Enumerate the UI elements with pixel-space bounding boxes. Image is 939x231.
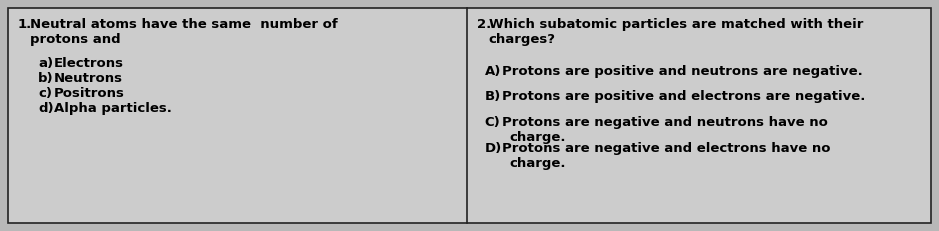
Text: Electrons: Electrons	[54, 57, 124, 70]
Text: B): B)	[485, 90, 500, 103]
Text: charge.: charge.	[510, 131, 566, 144]
Text: d): d)	[38, 102, 54, 115]
Text: Protons are negative and neutrons have no: Protons are negative and neutrons have n…	[501, 116, 827, 129]
Text: charges?: charges?	[488, 33, 556, 46]
Text: 2.: 2.	[477, 18, 491, 31]
Text: a): a)	[38, 57, 54, 70]
Text: C): C)	[485, 116, 500, 129]
Text: Alpha particles.: Alpha particles.	[54, 102, 172, 115]
Text: b): b)	[38, 72, 54, 85]
Text: A): A)	[485, 64, 501, 77]
Text: Protons are positive and electrons are negative.: Protons are positive and electrons are n…	[501, 90, 865, 103]
Text: Positrons: Positrons	[54, 87, 125, 100]
Text: Which subatomic particles are matched with their: Which subatomic particles are matched wi…	[488, 18, 863, 31]
Text: Protons are negative and electrons have no: Protons are negative and electrons have …	[501, 142, 830, 155]
Text: Neutral atoms have the same  number of: Neutral atoms have the same number of	[30, 18, 338, 31]
Text: Neutrons: Neutrons	[54, 72, 123, 85]
Text: protons and: protons and	[30, 33, 120, 46]
Text: charge.: charge.	[510, 157, 566, 170]
Text: D): D)	[485, 142, 502, 155]
Text: c): c)	[38, 87, 52, 100]
Text: Protons are positive and neutrons are negative.: Protons are positive and neutrons are ne…	[501, 64, 862, 77]
Text: 1.: 1.	[18, 18, 32, 31]
